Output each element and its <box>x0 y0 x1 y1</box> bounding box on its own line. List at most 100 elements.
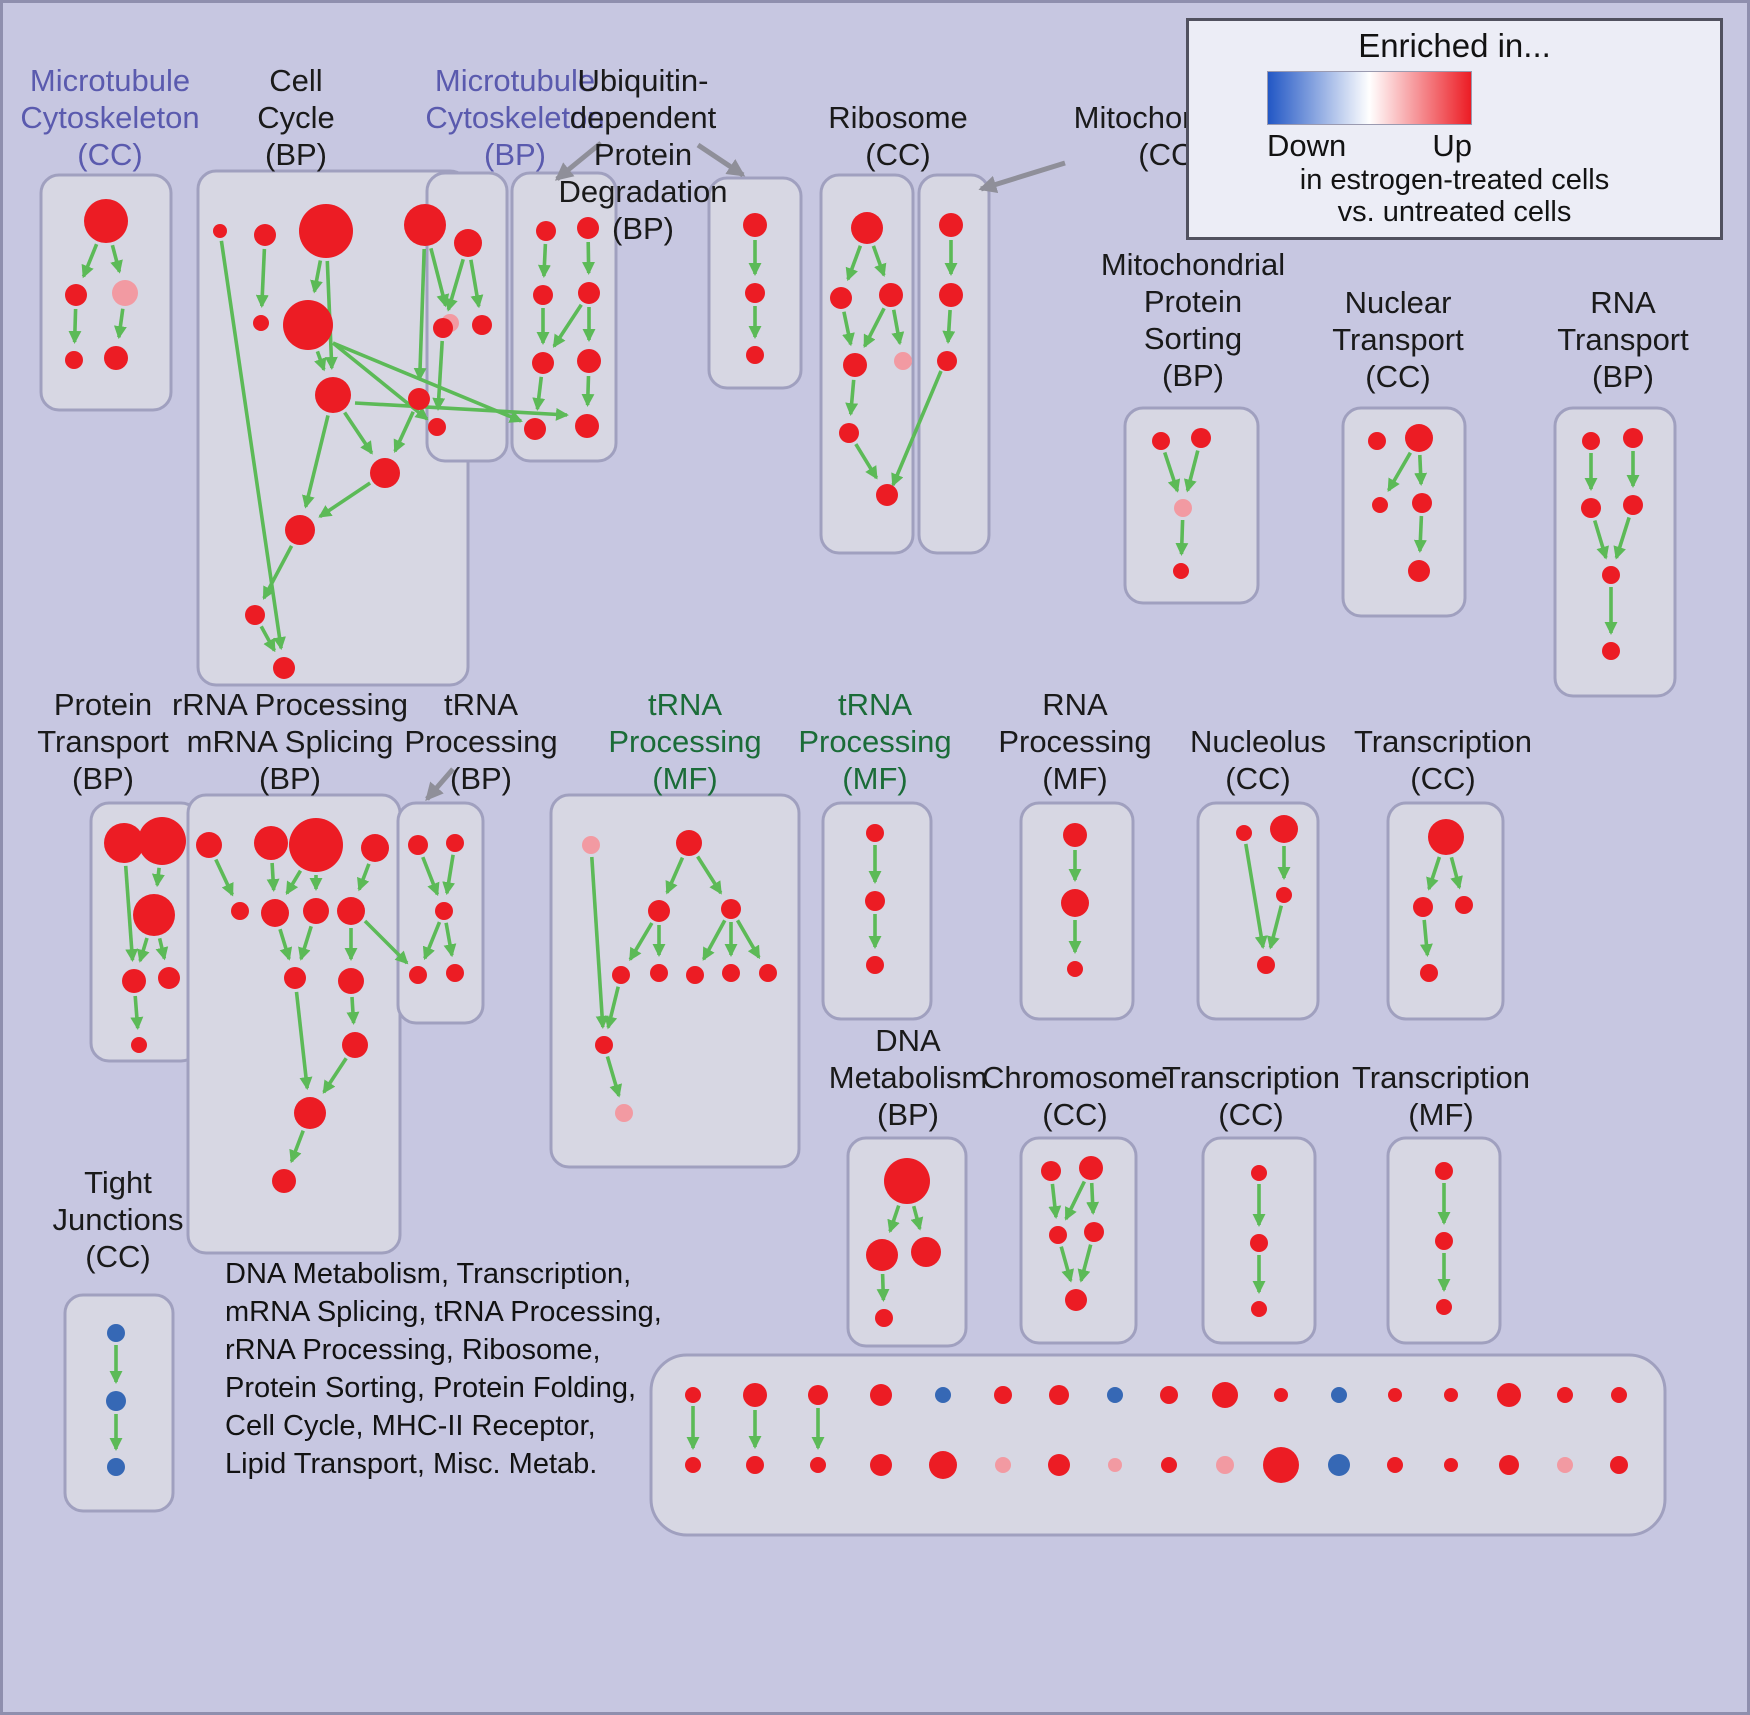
box-nuclear-transport-cc <box>1341 406 1467 618</box>
edge-chromosome-cc <box>1086 1182 1100 1215</box>
misc-cluster-strip-node-5 <box>994 1386 1012 1404</box>
edge-cell-cycle-bp <box>310 260 323 294</box>
edge-trna-processing-bp <box>422 921 442 961</box>
label-tight-junctions-cc-line-0: Tight <box>84 1165 152 1200</box>
misc-cluster-strip-node-20 <box>870 1454 892 1476</box>
trna-processing-mf-1-node-4 <box>612 966 630 984</box>
misc-cluster-strip-node-7 <box>1107 1387 1123 1403</box>
transcription-mf-node-0 <box>1435 1162 1453 1180</box>
edge-microtubule-cytoskeleton-cc <box>81 243 99 279</box>
cross-edge <box>363 919 409 965</box>
label-rna-processing-mf-line-2: (MF) <box>1042 761 1107 796</box>
edge-transcription-cc-1 <box>1426 856 1442 891</box>
legend-caption-line-2: vs. untreated cells <box>1337 196 1572 228</box>
misc-cluster-strip-node-24 <box>1108 1458 1122 1472</box>
mitochondrial-protein-sorting-bp-node-0 <box>1152 432 1170 450</box>
microtubule-cytoskeleton-cc-node-0 <box>84 199 128 243</box>
label-microtubule-cytoskeleton-cc-line-0: Microtubule <box>30 63 190 98</box>
edge-protein-transport-bp <box>123 865 139 963</box>
edge-trna-processing-mf-1 <box>665 856 685 895</box>
mitochondrial-protein-sorting-bp-node-1 <box>1191 428 1211 448</box>
misc-cluster-strip-node-29 <box>1387 1457 1403 1473</box>
rrna-processing-mrna-splicing-bp-node-1 <box>254 826 288 860</box>
label-ubiquitin-degradation-bp-line-3: Degradation <box>559 174 728 209</box>
edge-ubiquitin-degradation-bp <box>537 243 551 278</box>
legend-caption-line-1: in estrogen-treated cells <box>1299 164 1610 196</box>
cell-cycle-bp-node-9 <box>370 458 400 488</box>
label-protein-transport-bp-line-0: Protein <box>54 687 152 722</box>
annotation-line: rRNA Processing, Ribosome, <box>225 1334 601 1366</box>
rrna-processing-mrna-splicing-bp-node-11 <box>294 1097 326 1129</box>
rrna-processing-mrna-splicing-bp-node-6 <box>303 898 329 924</box>
ubiquitin-degradation-bp-2-node-1 <box>745 283 765 303</box>
label-ubiquitin-degradation-bp-line-1: dependent <box>570 100 717 135</box>
cell-cycle-bp-node-12 <box>273 657 295 679</box>
layer-labels: MicrotubuleCytoskeleton(CC)CellCycle(BP)… <box>20 63 1689 1274</box>
misc-cluster-strip-node-31 <box>1499 1455 1519 1475</box>
protein-transport-bp-node-0 <box>104 823 144 863</box>
label-trna-processing-bp-line-0: tRNA <box>444 687 518 722</box>
label-ribosome-cc-line-0: Ribosome <box>828 100 968 135</box>
label-ribosome-cc-line-1: (CC) <box>865 137 930 172</box>
label-trna-processing-mf-2-line-2: (MF) <box>842 761 907 796</box>
edge-rrna-processing-mrna-splicing-bp <box>278 928 293 961</box>
mitochondrial-protein-sorting-bp-node-3 <box>1173 563 1189 579</box>
dna-metabolism-bp-node-1 <box>866 1239 898 1271</box>
ribosome-cc-node-6 <box>876 484 898 506</box>
chromosome-cc-node-3 <box>1084 1222 1104 1242</box>
mitochondrion-cc-node-2 <box>937 351 957 371</box>
rna-transport-bp-node-5 <box>1602 642 1620 660</box>
cell-cycle-bp-node-0 <box>213 224 227 238</box>
label-trna-processing-mf-1-line-0: tRNA <box>648 687 722 722</box>
box-ribosome-cc <box>819 173 915 555</box>
edge-transcription-cc-1 <box>1419 919 1433 958</box>
chromosome-cc-node-2 <box>1049 1226 1067 1244</box>
label-cell-cycle-bp-line-2: (BP) <box>265 137 327 172</box>
label-trna-processing-mf-2-line-1: Processing <box>798 724 951 759</box>
edge-cell-cycle-bp <box>413 248 427 381</box>
trna-processing-bp-node-4 <box>446 964 464 982</box>
label-dna-metabolism-bp-line-2: (BP) <box>877 1097 939 1132</box>
nucleolus-cc-node-0 <box>1236 825 1252 841</box>
ribosome-cc-node-4 <box>894 352 912 370</box>
edge-trna-processing-bp <box>442 854 456 896</box>
transcription-mf-node-2 <box>1436 1299 1452 1315</box>
mitochondrial-protein-sorting-bp-node-2 <box>1174 499 1192 517</box>
rna-transport-bp-node-4 <box>1602 566 1620 584</box>
edge-rna-transport-bp <box>1592 519 1609 560</box>
rrna-processing-mrna-splicing-bp-node-9 <box>338 968 364 994</box>
edge-dna-metabolism-bp <box>910 1205 924 1231</box>
label-ubiquitin-degradation-bp-line-4: (BP) <box>612 211 674 246</box>
trna-processing-bp-node-3 <box>409 966 427 984</box>
trna-processing-mf-1-node-5 <box>650 964 668 982</box>
edge-ribosome-cc <box>871 245 887 278</box>
annotation-line: mRNA Splicing, tRNA Processing, <box>225 1296 662 1328</box>
ubiquitin-degradation-bp-node-7 <box>575 414 599 438</box>
nuclear-transport-cc-node-4 <box>1408 560 1430 582</box>
edge-cell-cycle-bp <box>318 481 372 519</box>
edge-ribosome-cc <box>854 443 879 480</box>
figure-svg: MicrotubuleCytoskeleton(CC)CellCycle(BP)… <box>20 63 1689 1537</box>
cell-cycle-bp-node-1 <box>254 224 276 246</box>
label-cell-cycle-bp-line-0: Cell <box>269 63 322 98</box>
edge-rrna-processing-mrna-splicing-bp <box>298 925 313 961</box>
rna-processing-mf-node-1 <box>1061 889 1089 917</box>
chromosome-cc-node-4 <box>1065 1289 1087 1311</box>
edge-chromosome-cc <box>1077 1244 1093 1283</box>
misc-cluster-strip-node-30 <box>1444 1458 1458 1472</box>
trna-processing-mf-1-node-2 <box>648 900 670 922</box>
edge-rrna-processing-mrna-splicing-bp <box>357 863 371 892</box>
transcription-cc-1-node-0 <box>1428 819 1464 855</box>
cell-cycle-bp-node-8 <box>408 388 430 410</box>
edge-cell-cycle-bp <box>302 414 330 509</box>
label-pointer-arrow <box>554 141 603 181</box>
ribosome-cc-node-0 <box>851 212 883 244</box>
microtubule-cytoskeleton-bp-node-1 <box>433 318 453 338</box>
label-transcription-cc-2-line-0: Transcription <box>1162 1060 1340 1095</box>
box-transcription-cc-1 <box>1386 801 1505 1021</box>
edge-dna-metabolism-bp <box>887 1205 901 1234</box>
transcription-cc-2-node-1 <box>1250 1234 1268 1252</box>
label-rrna-processing-mrna-splicing-bp-line-2: (BP) <box>259 761 321 796</box>
edge-trna-processing-bp <box>421 856 440 897</box>
nuclear-transport-cc-node-1 <box>1405 424 1433 452</box>
